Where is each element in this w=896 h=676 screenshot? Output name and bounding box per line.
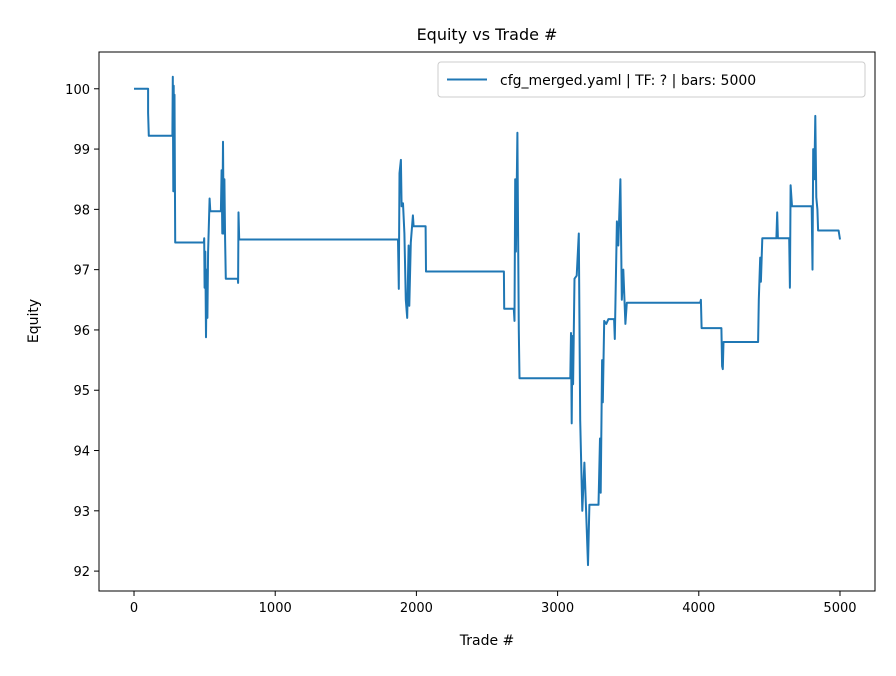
x-tick-label: 3000 xyxy=(541,601,574,616)
y-tick-label: 95 xyxy=(73,384,90,399)
y-tick-label: 94 xyxy=(73,445,90,460)
y-tick-label: 98 xyxy=(73,203,90,218)
legend-box xyxy=(437,61,866,98)
x-axis: 0 1000 2000 3000 4000 5000 xyxy=(130,591,857,616)
x-tick-label: 1000 xyxy=(259,601,292,616)
y-tick-label: 97 xyxy=(73,264,90,279)
axes-frame xyxy=(98,51,876,592)
legend: cfg_merged.yaml | TF: ? | bars: 5000 xyxy=(437,61,866,98)
y-tick-label: 92 xyxy=(73,565,90,580)
y-tick-label: 93 xyxy=(73,505,90,520)
y-axis-label: Equity xyxy=(26,299,42,343)
y-tick-label: 99 xyxy=(73,143,90,158)
x-tick-label: 4000 xyxy=(682,601,715,616)
series-line-0 xyxy=(134,75,841,567)
x-axis-label: Trade # xyxy=(459,633,515,649)
y-tick-label: 96 xyxy=(73,324,90,339)
x-tick-label: 5000 xyxy=(823,601,856,616)
x-tick-label: 2000 xyxy=(400,601,433,616)
series-layer xyxy=(134,75,841,567)
plot-area xyxy=(99,52,875,591)
y-axis: 92 93 94 95 96 97 98 99 100 xyxy=(65,83,99,580)
chart-title: Equity vs Trade # xyxy=(417,25,558,44)
x-tick-label: 0 xyxy=(130,601,138,616)
legend-label: cfg_merged.yaml | TF: ? | bars: 5000 xyxy=(500,73,756,89)
y-tick-label: 100 xyxy=(65,83,90,98)
